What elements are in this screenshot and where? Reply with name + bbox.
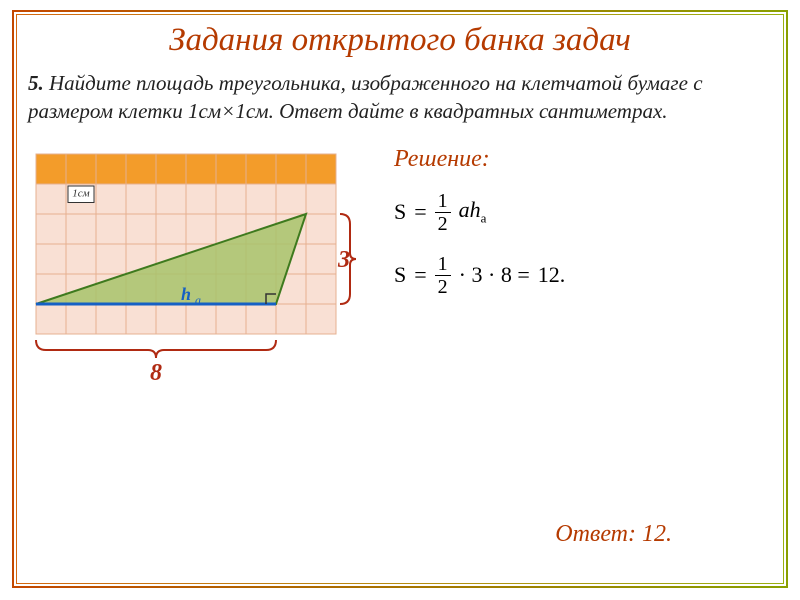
answer-value: 12. xyxy=(642,521,672,547)
f2-mid: · 3 · 8 = xyxy=(459,262,530,288)
problem-body: Найдите площадь треугольника, изображенн… xyxy=(28,71,703,123)
formula-general: S = 1 2 aha xyxy=(394,191,772,234)
f2-den: 2 xyxy=(438,276,448,297)
f2-frac: 1 2 xyxy=(435,254,451,297)
f1-eq: = xyxy=(414,199,426,225)
formula-calc: S = 1 2 · 3 · 8 = 12. xyxy=(394,254,772,297)
f2-num: 1 xyxy=(435,254,451,276)
middle-row: 1смha83 Решение: S = 1 2 aha S = 1 xyxy=(28,146,772,406)
problem-number: 5. xyxy=(28,71,44,95)
problem-text: 5. Найдите площадь треугольника, изображ… xyxy=(28,69,772,126)
answer-line: Ответ: 12. xyxy=(555,521,672,548)
diagram: 1см ha 8 3 xyxy=(28,146,358,406)
svg-text:a: a xyxy=(195,293,201,307)
f2-eq: = xyxy=(414,262,426,288)
solution-label: Решение: xyxy=(394,146,772,173)
f1-den: 2 xyxy=(438,213,448,234)
f1-ah: ah xyxy=(459,197,481,222)
f2-lhs: S xyxy=(394,262,406,288)
f1-rhs: aha xyxy=(459,197,487,226)
f1-sub: a xyxy=(481,211,487,226)
svg-text:h: h xyxy=(181,284,191,304)
f2-result: 12. xyxy=(538,262,566,288)
grid-svg: 1см ha 8 3 xyxy=(28,146,358,406)
slide-content: Задания открытого банка задач 5. Найдите… xyxy=(28,22,772,578)
page-title: Задания открытого банка задач xyxy=(28,22,772,59)
f1-lhs: S xyxy=(394,199,406,225)
answer-label: Ответ: xyxy=(555,521,636,547)
svg-text:8: 8 xyxy=(150,360,162,386)
f1-frac: 1 2 xyxy=(435,191,451,234)
f1-num: 1 xyxy=(435,191,451,213)
svg-text:3: 3 xyxy=(337,247,350,273)
svg-text:1см: 1см xyxy=(72,187,89,199)
solution-column: Решение: S = 1 2 aha S = 1 2 · 3 xyxy=(394,146,772,317)
